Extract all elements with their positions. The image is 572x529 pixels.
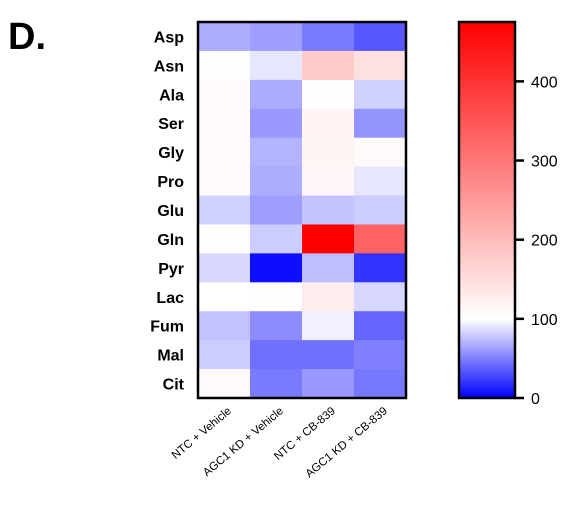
heatmap-cell xyxy=(250,22,303,52)
heatmap-cell xyxy=(302,108,355,139)
panel-label: D. xyxy=(8,16,46,58)
heatmap-cell xyxy=(302,79,355,110)
heatmap-cell xyxy=(198,79,251,110)
heatmap-cell xyxy=(198,282,251,312)
heatmap-cell xyxy=(198,311,251,341)
heatmap-cell xyxy=(198,224,251,254)
row-label: Pyr xyxy=(158,261,184,278)
heatmap-cell xyxy=(354,22,407,52)
heatmap-cell xyxy=(354,311,407,341)
heatmap-cell xyxy=(302,224,355,254)
heatmap-cell xyxy=(302,282,355,312)
heatmap-cell xyxy=(302,369,355,399)
heatmap-cell xyxy=(302,195,355,225)
row-label: Cit xyxy=(163,377,185,394)
heatmap-cell xyxy=(354,50,407,81)
row-label: Pro xyxy=(157,174,184,191)
heatmap-cell xyxy=(302,253,355,283)
heatmap-border xyxy=(196,20,408,400)
row-label: Fum xyxy=(150,319,184,336)
colorbar-tick-label: 400 xyxy=(531,74,558,91)
colorbar-tick-label: 100 xyxy=(531,312,558,329)
heatmap-cell xyxy=(354,137,407,168)
heatmap-cell xyxy=(198,108,251,139)
heatmap-cell xyxy=(250,108,303,139)
heatmap-cell xyxy=(250,282,303,312)
heatmap-cell xyxy=(354,224,407,254)
heatmap-cell xyxy=(302,137,355,168)
heatmap-cell xyxy=(250,50,303,81)
row-labels: Asp Asn Ala Ser Gly Pro Glu Gln Pyr Lac Fum Mal Cit xyxy=(150,29,184,393)
heatmap-cell xyxy=(198,253,251,283)
colorbar-tick-label: 200 xyxy=(531,233,558,250)
heatmap-cell xyxy=(302,22,355,52)
heatmap-cell xyxy=(354,369,407,399)
row-label: Gln xyxy=(157,232,184,249)
colorbar-tick-label: 300 xyxy=(531,154,558,171)
heatmap-cell xyxy=(198,166,251,197)
heatmap-cell xyxy=(250,137,303,168)
row-label: Gly xyxy=(158,145,184,162)
row-label: Ser xyxy=(158,116,184,133)
heatmap-cell xyxy=(354,340,407,370)
heatmap-cell xyxy=(250,369,303,399)
heatmap-cell xyxy=(198,340,251,370)
heatmap-cell xyxy=(354,166,407,197)
colorbar xyxy=(457,20,517,400)
row-label: Asn xyxy=(154,58,184,75)
heatmap-cell xyxy=(250,79,303,110)
heatmap-cell xyxy=(354,282,407,312)
heatmap-cell xyxy=(250,224,303,254)
row-label: Asp xyxy=(154,29,184,46)
heatmap-cell xyxy=(250,166,303,197)
heatmap-cell xyxy=(302,340,355,370)
heatmap-cell xyxy=(198,50,251,81)
colorbar-tick-label: 0 xyxy=(531,391,540,408)
heatmap-cell xyxy=(198,195,251,225)
row-label: Ala xyxy=(159,87,184,104)
heatmap-cell xyxy=(354,195,407,225)
colorbar-ticks: 0 100 200 300 400 xyxy=(515,74,558,408)
heatmap-cells xyxy=(198,22,407,399)
heatmap-cell xyxy=(302,311,355,341)
row-label: Glu xyxy=(157,203,184,220)
heatmap-cell xyxy=(250,311,303,341)
heatmap-cell xyxy=(354,108,407,139)
heatmap-cell xyxy=(250,195,303,225)
row-label: Mal xyxy=(157,348,184,365)
heatmap-cell xyxy=(198,22,251,52)
heatmap-cell xyxy=(250,253,303,283)
heatmap-cell xyxy=(354,79,407,110)
heatmap-cell xyxy=(198,137,251,168)
heatmap-cell xyxy=(302,50,355,81)
heatmap-cell xyxy=(198,369,251,399)
row-label: Lac xyxy=(156,290,184,307)
heatmap-cell xyxy=(302,166,355,197)
heatmap-cell xyxy=(250,340,303,370)
heatmap-cell xyxy=(354,253,407,283)
